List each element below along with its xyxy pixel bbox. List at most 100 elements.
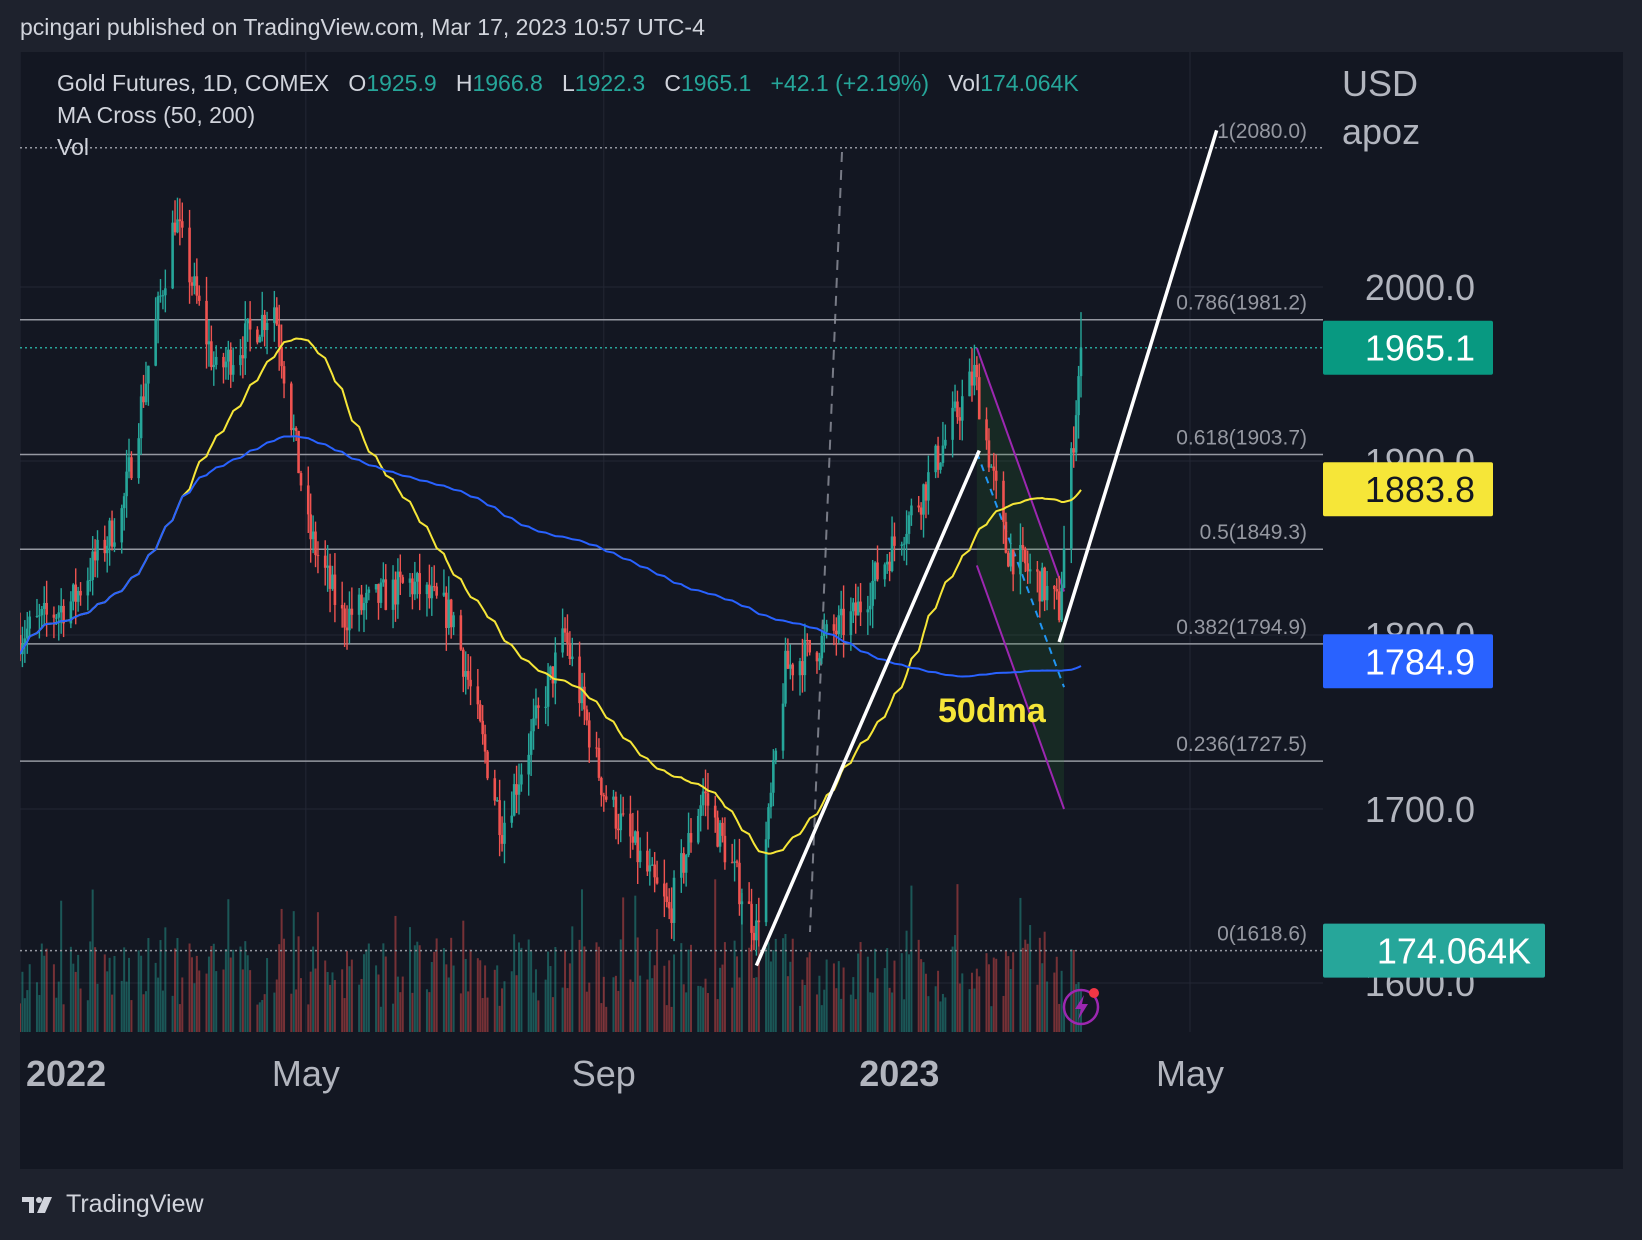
- volume-bar: [774, 938, 777, 1032]
- volume-bar: [961, 973, 964, 1032]
- volume-bar: [1009, 969, 1012, 1032]
- volume-bar: [26, 990, 29, 1032]
- volume-bar: [299, 978, 302, 1032]
- legend-low-value: 1922.3: [574, 70, 646, 96]
- candle-body: [801, 661, 804, 676]
- candle-body: [767, 807, 770, 840]
- candle-body: [256, 329, 259, 343]
- candle-body: [663, 883, 666, 897]
- time-axis[interactable]: 2022 May Sep 2023 May: [20, 988, 1623, 1169]
- candle-body: [992, 466, 996, 471]
- candle-body: [379, 582, 383, 603]
- fib-retracement[interactable]: 1(2080.0) 0.786(1981.2) 0.618(1903.7) 0.5(1…: [20, 120, 1323, 952]
- volume-bar: [825, 959, 828, 1032]
- volume-bar: [784, 934, 787, 1032]
- volume-bar: [871, 992, 874, 1032]
- chart-panel[interactable]: 1(2080.0) 0.786(1981.2) 0.618(1903.7) 0.5(1…: [18, 52, 1623, 1169]
- candle-body: [88, 579, 92, 581]
- volume-bar: [883, 968, 886, 1032]
- volume-bar: [714, 879, 717, 1032]
- candle-body: [466, 671, 470, 680]
- candle-body: [260, 314, 264, 337]
- legend-row: Gold Futures, 1D, COMEX O1925.9 H1966.8 …: [57, 70, 1079, 97]
- candle-body: [399, 571, 402, 578]
- volume-bar: [1053, 972, 1056, 1032]
- candle-body: [941, 445, 945, 463]
- candle-body: [314, 531, 317, 556]
- volume-bar: [377, 974, 380, 1032]
- volume-bar: [934, 986, 937, 1032]
- volume-bar: [990, 1006, 993, 1032]
- legend-volume-indicator[interactable]: Vol: [57, 134, 89, 160]
- candle-body: [503, 822, 506, 844]
- volume-bar: [978, 976, 981, 1032]
- price-tags: 1965.1 1883.8 1784.9 174.064K: [1323, 320, 1545, 978]
- candle-body: [1062, 548, 1066, 588]
- candle-body: [655, 877, 659, 884]
- candle-body: [248, 318, 252, 330]
- candle-body: [461, 649, 465, 677]
- volume-bar: [578, 939, 581, 1032]
- volume-bar: [583, 946, 586, 1032]
- candle-body: [587, 720, 591, 748]
- volume-bar: [501, 988, 504, 1032]
- candle-body: [333, 574, 337, 605]
- candle-body: [689, 833, 693, 843]
- volume-bar: [409, 927, 411, 1032]
- unit-label: apoz: [1342, 111, 1420, 152]
- candle-body: [551, 666, 555, 684]
- volume-bar: [600, 1003, 603, 1032]
- fib-level-label: 1(2080.0): [1217, 120, 1307, 143]
- candle-body: [747, 901, 751, 904]
- candle-body: [139, 396, 143, 439]
- candle-body: [527, 754, 530, 775]
- volume-bar: [57, 981, 60, 1032]
- volume-bar: [1024, 939, 1027, 1032]
- legend-indicator[interactable]: MA Cross (50, 200): [57, 102, 256, 128]
- candle-body: [687, 833, 690, 856]
- candle-body: [299, 473, 303, 486]
- candle-body: [309, 514, 312, 540]
- candle-body: [55, 617, 58, 619]
- candle-body: [970, 371, 974, 386]
- legend-low-label: L: [562, 70, 575, 96]
- candle-body: [91, 551, 94, 580]
- candle-body: [345, 627, 349, 631]
- channel-mid-line: [975, 451, 1065, 688]
- candle-body: [62, 605, 65, 624]
- volume-bar: [43, 955, 46, 1032]
- candle-body: [275, 307, 279, 325]
- volume-bar: [619, 939, 622, 1032]
- volume-bar: [450, 937, 453, 1032]
- candle-body: [902, 543, 906, 545]
- volume-bar: [789, 961, 792, 1032]
- candle-body: [323, 555, 327, 568]
- volume-bar: [140, 955, 143, 1032]
- candle-body: [820, 635, 824, 659]
- candle-body: [258, 336, 262, 343]
- price-chart-svg[interactable]: 1(2080.0) 0.786(1981.2) 0.618(1903.7) 0.5(1…: [18, 52, 1623, 1169]
- volume-bar: [549, 966, 552, 1032]
- volume-bar: [944, 997, 947, 1032]
- volume-bar: [1002, 995, 1005, 1032]
- candle-body: [755, 920, 758, 941]
- volume-bar: [842, 967, 845, 1032]
- candle-body: [578, 656, 581, 704]
- candle-body: [924, 484, 928, 501]
- volume-bar: [154, 962, 157, 1032]
- volume-bar: [900, 953, 903, 1032]
- legend-open-label: O: [348, 70, 367, 96]
- volume-bar: [249, 970, 252, 1032]
- volume-bar: [568, 963, 571, 1032]
- volume-bar: [951, 946, 954, 1032]
- candle-body: [103, 539, 107, 554]
- trend-lines[interactable]: 50dma: [754, 129, 1219, 967]
- volume-bar: [467, 991, 470, 1032]
- candle-body: [944, 439, 947, 446]
- candle-body: [595, 747, 598, 749]
- volume-bar: [985, 953, 988, 1032]
- candle-body: [357, 594, 361, 615]
- volume-bar: [656, 929, 659, 1032]
- volume-bar: [23, 998, 26, 1032]
